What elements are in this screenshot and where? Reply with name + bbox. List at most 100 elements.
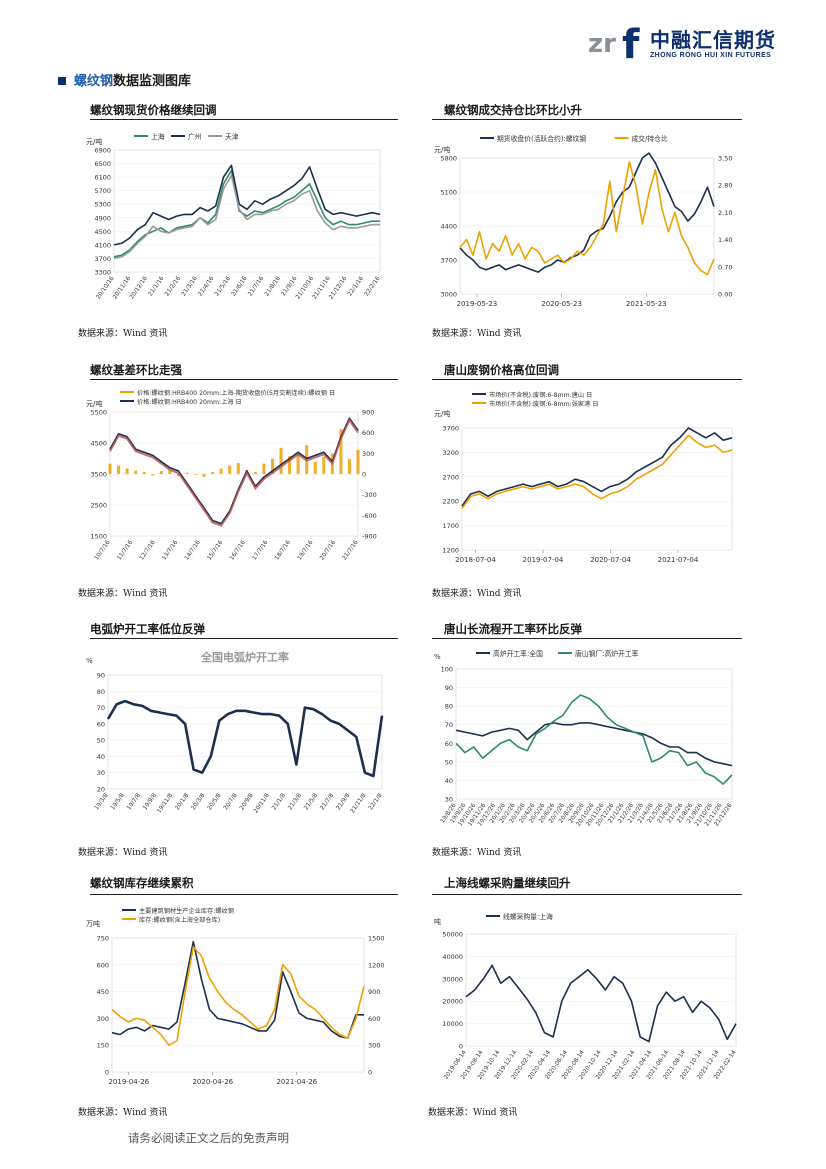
y-tick-label: 300 [97,1015,109,1023]
y-tick-label: 600 [97,961,109,969]
series-line [455,722,733,767]
y-tick-label: 30 [445,796,453,804]
x-tick-label: 20/7/16 [319,539,337,561]
x-tick-label: 19/11/8 [156,792,174,814]
legend-label: 价格:螺纹钢:HRB400 20mm:上海 日 [137,398,242,406]
y-tick-label: 60 [445,740,453,748]
y-tick-label: 5300 [94,201,111,209]
legend-label: 期货收盘价(活跃合约):螺纹钢 [497,134,586,143]
caption-rule [432,119,742,120]
x-tick-label: 21/1/16 [148,275,166,297]
caption-rule [90,379,398,380]
x-tick-label: 2019-07-04 [523,556,564,564]
section-title-highlight: 螺纹钢 [74,74,114,89]
y-tick-label: 3700 [440,257,457,265]
series-line [111,940,364,1039]
x-tick-label: 21/8/16 [264,275,282,297]
logo-mark-icon: zr f [588,22,640,64]
chart-purchase-volume: 吨500004000030000200001000002019-06-14201… [434,912,738,1081]
x-tick-label: 19/3/8 [94,792,110,811]
y2-tick-label: -300 [362,491,377,499]
caption-rule [432,894,742,895]
y-tick-label: 90 [445,684,453,692]
y2-tick-label: 0.00 [718,291,732,299]
y-tick-label: 6900 [94,147,111,155]
y-tick-label: 4500 [90,440,107,448]
x-tick-label: 2021-07-04 [658,556,699,564]
y-axis-unit: % [86,657,93,665]
series-line [459,152,715,273]
svg-text:zr: zr [588,29,616,59]
y2-tick-label: 0.70 [718,263,732,271]
series-line [465,964,737,1043]
series-line [113,174,380,260]
x-tick-label: 12/7/16 [139,539,157,561]
y-tick-label: 1500 [90,533,107,541]
x-tick-label: 20/1/8 [175,792,191,811]
series-line [461,427,733,507]
source-note: 数据来源：Wind 资讯 [78,1108,168,1118]
y-tick-label: 90 [97,672,105,680]
y-tick-label: 50 [445,758,453,766]
section-title: 螺纹钢数据监测图库 [58,70,191,89]
y-tick-label: 2200 [442,498,459,506]
y-tick-label: 5500 [90,409,107,417]
x-tick-label: 13/7/16 [162,539,180,561]
legend-label: 天津 [225,133,239,141]
x-tick-label: 18/7/16 [274,539,292,561]
y-tick-label: 10000 [442,1020,463,1028]
source-note: 数据来源：Wind 资讯 [432,848,522,858]
y-tick-label: 5100 [440,189,457,197]
y-tick-label: 3200 [442,449,459,457]
series-shadow-line [109,418,359,527]
y2-tick-label: 2.80 [718,182,732,190]
plot-area [455,668,733,800]
caption-rule [90,119,398,120]
caption-scrap-price: 唐山废钢价格高位回调 [444,363,559,377]
y-tick-label: 750 [97,935,109,943]
y-tick-label: 40000 [442,953,463,961]
x-tick-label: 21/9/8 [336,792,352,811]
y2-tick-label: 1500 [368,935,385,943]
source-note: 数据来源：Wind 资讯 [78,589,168,599]
series-line [109,417,359,525]
x-tick-label: 21/2/16 [164,275,182,297]
y2-tick-label: 1200 [368,961,385,969]
y-axis-unit: 元/吨 [86,137,102,146]
legend-label: 广州 [188,132,202,141]
series-line [459,161,715,276]
y-tick-label: 3500 [90,471,107,479]
x-tick-label: 20/3/8 [191,792,207,811]
source-note: 数据来源：Wind 资讯 [78,848,168,858]
bullet-icon [58,77,66,85]
legend-label: 上海 [151,132,165,141]
x-tick-label: 19/5/8 [110,792,126,811]
y-tick-label: 0 [105,1069,109,1077]
caption-blast-furnace-rate: 唐山长流程开工率环比反弹 [444,622,582,636]
legend-label: 库存:螺纹钢(含上海全部仓库) [139,916,220,924]
plot-area [465,933,737,1047]
y-tick-label: 2500 [90,502,107,510]
y-tick-label: 3300 [94,269,111,277]
y-axis-unit: 元/吨 [434,145,450,154]
legend-label: 价格:螺纹钢:HRB400 20mm:上海-期货收盘价(5月交割连续):螺纹钢 … [137,389,335,397]
y2-tick-label: 0 [368,1069,372,1077]
y-tick-label: 4100 [94,241,111,249]
y-tick-label: 30 [97,769,105,777]
y2-tick-label: 900 [368,988,380,996]
y2-tick-label: 3.50 [718,155,732,163]
y-tick-label: 2700 [442,473,459,481]
x-tick-label: 21/9/16 [281,275,299,297]
y-tick-label: 0 [459,1043,463,1051]
y2-tick-label: -900 [362,533,377,541]
caption-rule [432,638,742,639]
chart-blast-furnace-rate: %1009080706050403019/8/2619/9/2619/10/26… [434,649,734,827]
y-tick-label: 70 [97,704,105,712]
y-tick-label: 30000 [442,975,463,983]
x-tick-label: 2018-07-04 [455,556,496,564]
series-line [113,164,381,246]
x-tick-label: 21/3/16 [181,275,199,297]
logo-chinese-name: 中融汇信期货 [650,28,776,52]
